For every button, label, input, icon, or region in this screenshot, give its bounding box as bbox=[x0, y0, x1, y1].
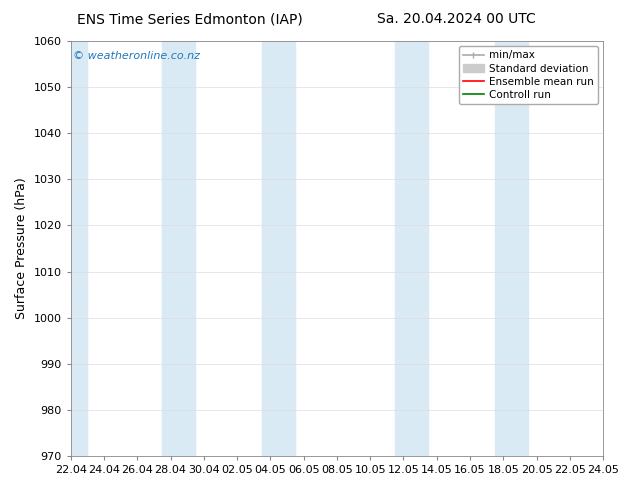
Bar bbox=[71, 41, 87, 456]
Legend: min/max, Standard deviation, Ensemble mean run, Controll run: min/max, Standard deviation, Ensemble me… bbox=[459, 46, 598, 104]
Bar bbox=[262, 41, 295, 456]
Bar bbox=[162, 41, 195, 456]
Text: Sa. 20.04.2024 00 UTC: Sa. 20.04.2024 00 UTC bbox=[377, 12, 536, 26]
Y-axis label: Surface Pressure (hPa): Surface Pressure (hPa) bbox=[15, 178, 28, 319]
Text: © weatheronline.co.nz: © weatheronline.co.nz bbox=[74, 51, 200, 61]
Text: ENS Time Series Edmonton (IAP): ENS Time Series Edmonton (IAP) bbox=[77, 12, 303, 26]
Bar bbox=[495, 41, 528, 456]
Bar bbox=[395, 41, 429, 456]
